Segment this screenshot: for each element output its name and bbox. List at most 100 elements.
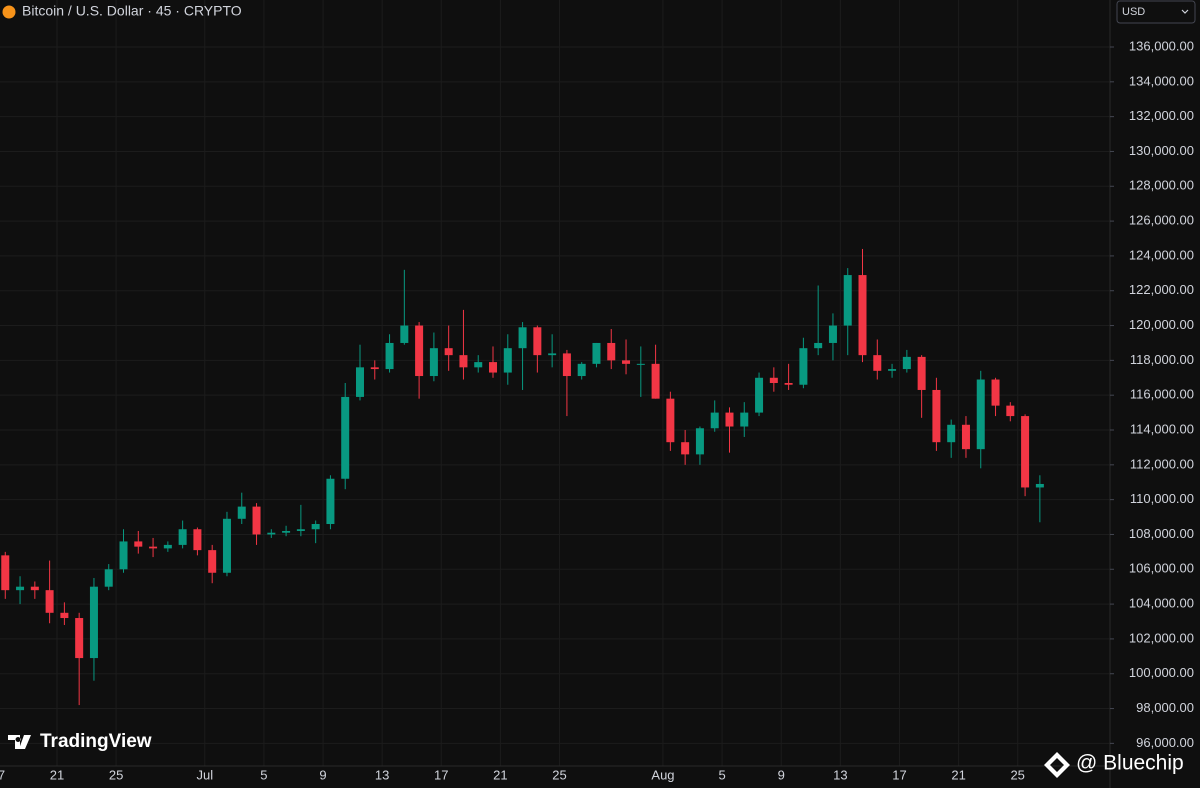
x-tick-label: 25 <box>552 767 566 782</box>
candle-body <box>947 424 956 443</box>
grid <box>0 0 1110 766</box>
candle-body <box>548 353 557 356</box>
candle-body <box>89 586 98 659</box>
y-tick-label: 108,000.00 <box>1129 526 1194 541</box>
candle-body <box>459 355 468 368</box>
candle-body <box>592 342 601 364</box>
tradingview-logo: TradingView <box>8 731 152 752</box>
candle-body <box>163 544 172 549</box>
candle-body <box>178 529 187 545</box>
candle-body <box>370 367 379 370</box>
candle-body <box>208 550 217 573</box>
x-tick-label: 9 <box>319 767 326 782</box>
candle-body <box>311 524 320 530</box>
candle-body <box>429 348 438 377</box>
candle-body <box>518 327 527 349</box>
x-tick-label: 21 <box>493 767 507 782</box>
candle-body <box>769 377 778 383</box>
candle-body <box>651 363 660 399</box>
candle-body <box>755 377 764 413</box>
y-tick-label: 112,000.00 <box>1130 456 1194 471</box>
candle-body <box>30 586 39 591</box>
x-tick-label: 17 <box>434 767 448 782</box>
candle-body <box>1006 405 1015 417</box>
candles <box>1 248 1044 706</box>
candle-body <box>489 362 498 373</box>
x-tick-label: 25 <box>1010 767 1024 782</box>
x-tick-label: 17 <box>892 767 906 782</box>
candle-body <box>400 325 409 343</box>
candle-body <box>119 541 128 570</box>
candle-body <box>917 356 926 390</box>
candle-body <box>843 275 852 326</box>
chart-title: Bitcoin / U.S. Dollar · 45 · CRYPTO <box>22 3 242 19</box>
y-tick-label: 128,000.00 <box>1129 178 1194 193</box>
y-tick-label: 114,000.00 <box>1130 421 1194 436</box>
candle-body <box>341 396 350 479</box>
candle-body <box>1035 483 1044 488</box>
x-tick-label: 5 <box>718 767 725 782</box>
currency-label[interactable]: USD <box>1122 6 1145 18</box>
x-tick-label: Aug <box>651 767 674 782</box>
candle-body <box>355 367 364 397</box>
candle-body <box>267 532 276 535</box>
y-tick-label: 100,000.00 <box>1129 665 1194 680</box>
y-tick-label: 130,000.00 <box>1129 143 1194 158</box>
axes: 96,000.00 98,000.00 100,000.00 102,000.00 10… <box>0 38 1194 782</box>
candle-body <box>75 618 84 659</box>
y-tick-label: 118,000.00 <box>1130 352 1194 367</box>
currency-selector[interactable] <box>1116 0 1196 24</box>
candle-body <box>1021 416 1030 488</box>
attribution: @ Bluechip <box>1044 752 1184 778</box>
candle-body <box>991 379 1000 406</box>
attribution-icon <box>1044 752 1070 778</box>
y-tick-label: 124,000.00 <box>1129 247 1194 262</box>
logo-text: TradingView <box>40 731 152 752</box>
y-tick-label: 96,000.00 <box>1136 735 1194 750</box>
x-tick-label: 25 <box>109 767 123 782</box>
candle-body <box>577 363 586 377</box>
candle-body <box>622 360 631 364</box>
candle-body <box>503 348 512 373</box>
candle-body <box>444 348 453 356</box>
x-tick-label: Jul <box>196 767 213 782</box>
y-tick-label: 102,000.00 <box>1129 630 1194 645</box>
candle-body <box>222 518 231 573</box>
candle-body <box>149 546 158 549</box>
candle-body <box>784 383 793 385</box>
candle-body <box>666 398 675 443</box>
y-tick-label: 116,000.00 <box>1130 387 1194 402</box>
candle-body <box>193 529 202 551</box>
y-tick-label: 104,000.00 <box>1129 596 1194 611</box>
currency-caret[interactable] <box>1181 9 1189 14</box>
candle-body <box>799 348 808 385</box>
y-tick-label: 110,000.00 <box>1130 491 1194 506</box>
x-tick-label: 13 <box>375 767 389 782</box>
candle-body <box>828 325 837 343</box>
candle-body <box>415 325 424 377</box>
candle-body <box>961 424 970 450</box>
y-tick-label: 98,000.00 <box>1136 700 1194 715</box>
candle-body <box>932 389 941 443</box>
candle-body <box>60 612 69 619</box>
candle-body <box>873 355 882 371</box>
x-tick-label: 17 <box>0 767 5 782</box>
candle-body <box>725 412 734 427</box>
candle-body <box>976 379 985 450</box>
y-tick-label: 120,000.00 <box>1129 317 1194 332</box>
y-tick-label: 106,000.00 <box>1129 561 1194 576</box>
x-tick-label: 13 <box>833 767 847 782</box>
candle-body <box>282 530 291 533</box>
candle-body <box>607 342 616 361</box>
candle-body <box>1 555 10 591</box>
candle-body <box>562 353 571 377</box>
candle-body <box>533 327 542 356</box>
candle-body <box>474 362 483 368</box>
candle-body <box>636 363 645 365</box>
candle-body <box>695 428 704 455</box>
y-tick-label: 122,000.00 <box>1129 282 1194 297</box>
y-tick-label: 126,000.00 <box>1129 213 1194 228</box>
y-tick-label: 134,000.00 <box>1129 73 1194 88</box>
